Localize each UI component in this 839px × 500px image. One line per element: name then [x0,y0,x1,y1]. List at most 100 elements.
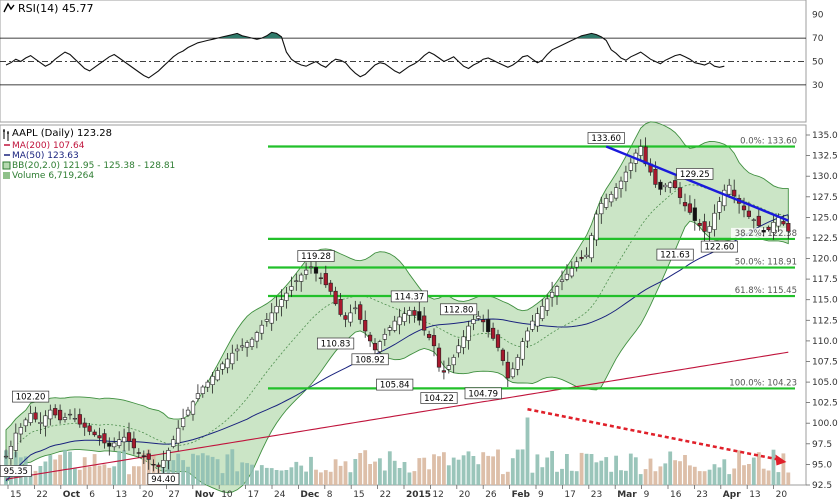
candle-body [225,358,230,369]
candle-body [663,184,668,188]
volume-bar [338,465,343,485]
volume-bar [309,456,313,485]
candle-body [609,194,614,203]
candle-body [161,459,166,468]
volume-bar [663,463,668,485]
price-callout-label: 95.35 [4,467,28,477]
candle-body [584,254,589,257]
candle-body [682,202,688,207]
candle-body [318,277,324,279]
candle-body [372,342,378,351]
candle-body [8,445,14,459]
volume-bar [491,456,495,485]
x-tick-label: 16 [670,490,682,500]
price-callout-label: 108.92 [355,355,385,365]
x-tick-label: 22 [36,490,47,500]
volume-bar [132,466,136,485]
price-tick-label: 100.0 [812,419,838,429]
volume-bar [289,467,294,485]
volume-bar [82,457,87,485]
volume-bar [545,457,550,485]
candle-body [495,334,501,348]
volume-trend-arrow [527,407,779,461]
candle-body [171,439,176,447]
candle-body [215,370,220,381]
x-tick-label: 15 [10,490,21,500]
candle-body [156,464,161,468]
volume-bar [579,452,584,485]
candle-body [72,417,77,420]
candle-body [510,368,515,378]
candle-body [308,266,314,268]
candle-body [235,348,240,352]
candle-body [717,201,722,213]
volume-bar [451,457,456,485]
volume-bar [688,465,692,485]
candle-body [431,335,437,347]
candle-body [707,226,712,233]
volume-bar [117,451,122,485]
candle-body [456,345,461,354]
volume-bar [584,453,589,485]
price-callout-box [351,353,389,366]
candle-body [33,412,38,420]
volume-bar [112,466,117,485]
candle-body [284,292,289,301]
rsi-tick-label: 50 [812,58,824,68]
candle-body [358,304,363,320]
volume-bar [727,474,732,485]
volume-bar [284,470,289,485]
rsi-icon [3,2,15,13]
volume-bar [737,450,741,485]
volume-bar [771,449,776,485]
candle-body [466,325,471,341]
legend-volume: Volume 6,719,264 [12,171,94,181]
candle-body [668,182,673,188]
candle-body [589,235,594,259]
volume-bar [461,455,466,485]
candle-body [377,341,383,352]
candle-body [549,291,555,298]
price-callout-label: 104.79 [468,389,498,399]
volume-bar [353,459,358,485]
volume-bar [319,472,323,485]
volume-bar [692,466,697,485]
candle-body [18,427,23,435]
price-callout-box [390,290,428,303]
price-callout-label: 122.60 [705,243,735,253]
volume-bar [619,470,623,485]
candle-body [658,181,663,190]
legend: AAPL (Daily) 123.28 MA(200) 107.64 MA(50… [1,126,197,181]
price-tick-label: 102.5 [812,399,838,409]
volume-bar [166,456,171,485]
candle-body [323,273,328,286]
price-tick-label: 130.0 [812,172,838,182]
candle-body [653,169,658,185]
fib-level-label: 0.0%: 133.60 [740,137,797,147]
candle-body [77,414,82,425]
volume-bar [624,470,628,485]
rsi-series-layer [0,31,806,86]
candle-body [461,336,466,348]
volume-bar [761,468,766,485]
volume-bar [240,462,245,485]
volume-bar [250,464,254,485]
price-callout-label: 133.60 [591,134,621,144]
bollinger-band [5,121,789,494]
price-tick-label: 117.5 [812,275,838,285]
volume-bar [535,454,540,485]
candle-body [62,417,68,420]
candle-body [623,171,628,182]
volume-bar [122,450,126,485]
volume-bar [107,467,112,485]
price-callout-label: 102.20 [16,393,46,403]
volume-bar [702,471,707,485]
volume-bar [648,458,653,485]
volume-bar [565,454,569,485]
candle-body [426,333,432,338]
candle-body [751,219,756,221]
volume-bar [466,451,471,485]
volume-bar [53,459,58,485]
x-tick-label: 2015 [406,490,431,500]
